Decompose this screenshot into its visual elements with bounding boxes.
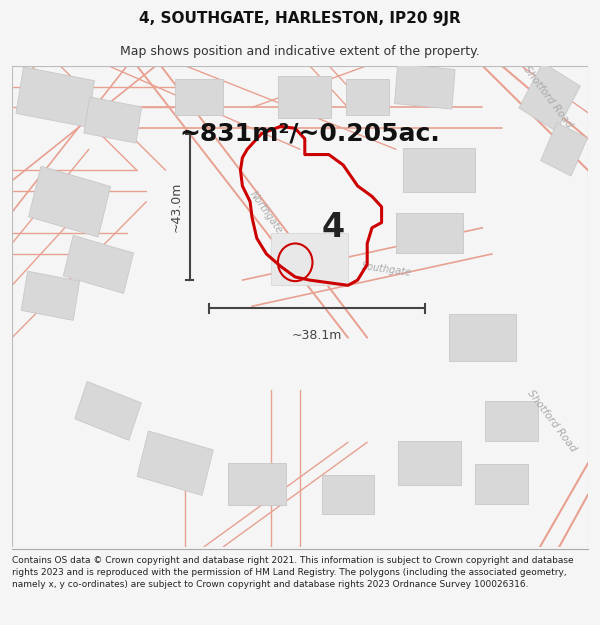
Polygon shape [16,67,94,127]
Text: Southgate: Southgate [361,261,412,278]
Polygon shape [175,79,223,116]
Polygon shape [63,236,134,293]
Text: 4: 4 [322,211,345,244]
Polygon shape [396,213,463,253]
Polygon shape [475,464,528,504]
Polygon shape [21,271,80,321]
Polygon shape [541,122,587,176]
Polygon shape [137,431,213,496]
Polygon shape [395,64,455,109]
Polygon shape [84,97,142,143]
Polygon shape [228,463,286,505]
Polygon shape [271,233,348,286]
Text: ~38.1m: ~38.1m [292,329,342,342]
Polygon shape [346,79,389,116]
Text: Shotford Road: Shotford Road [521,64,574,130]
Text: Shotford Road: Shotford Road [525,389,578,454]
Polygon shape [322,475,374,514]
Text: Map shows position and indicative extent of the property.: Map shows position and indicative extent… [120,45,480,58]
Polygon shape [485,401,538,441]
Polygon shape [519,62,580,131]
Polygon shape [74,381,142,440]
Polygon shape [449,314,516,361]
Text: ~43.0m: ~43.0m [170,182,182,232]
Text: Contains OS data © Crown copyright and database right 2021. This information is : Contains OS data © Crown copyright and d… [12,556,574,589]
Text: Northgate: Northgate [248,189,284,235]
Polygon shape [29,166,110,237]
Polygon shape [398,441,461,485]
Polygon shape [278,76,331,118]
Text: ~831m²/~0.205ac.: ~831m²/~0.205ac. [179,122,440,146]
Polygon shape [403,148,475,192]
Text: 4, SOUTHGATE, HARLESTON, IP20 9JR: 4, SOUTHGATE, HARLESTON, IP20 9JR [139,11,461,26]
